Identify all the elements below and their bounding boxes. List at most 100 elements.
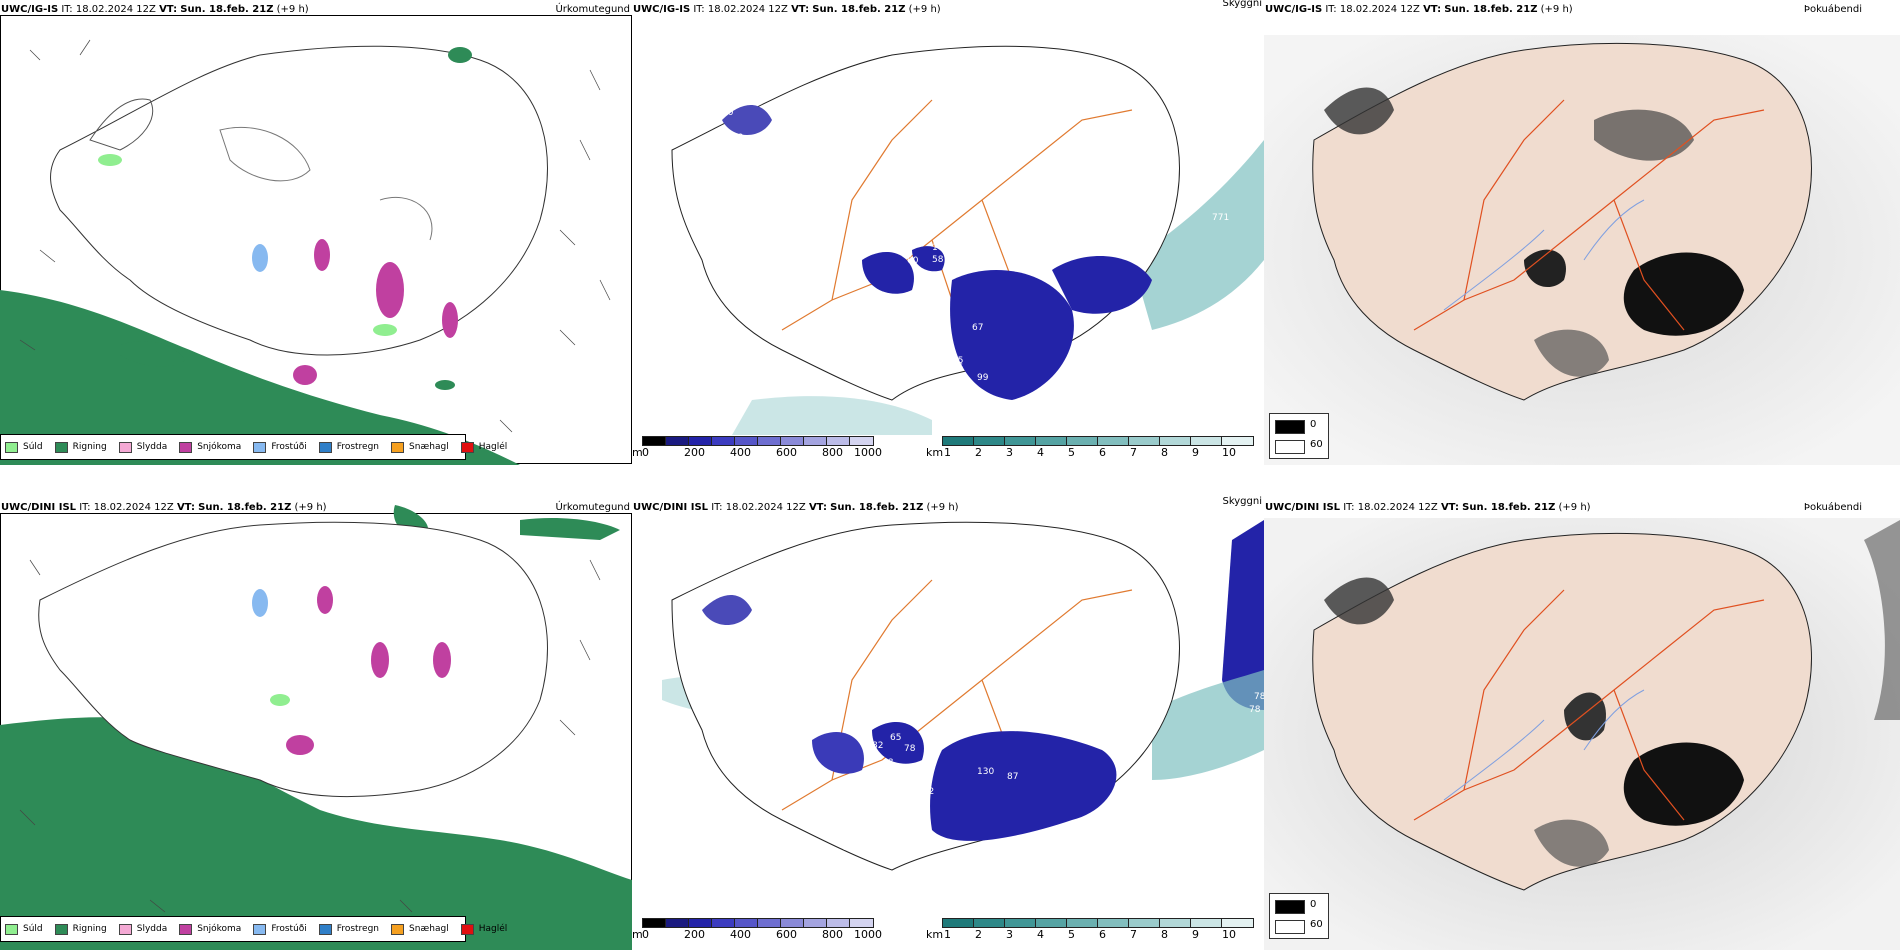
legend-item-sleet: Slydda bbox=[118, 923, 167, 935]
legend-swatch bbox=[391, 923, 405, 935]
visibility-tick: 9 bbox=[1192, 446, 1199, 459]
legend-item-rain: Rigning bbox=[54, 923, 107, 935]
visibility-unit: km bbox=[926, 446, 944, 459]
cloud-base-swatch bbox=[711, 436, 736, 446]
visibility-swatch bbox=[1097, 918, 1130, 928]
vt-label: VT: bbox=[1440, 502, 1459, 513]
cloud-base-value-label: 65 bbox=[890, 733, 901, 743]
cloud-base-value-label: 83 bbox=[842, 825, 853, 835]
legend-item-drizzle: Súld bbox=[5, 923, 43, 935]
visibility-swatch bbox=[1066, 436, 1099, 446]
cloud-base-value-label: 34 bbox=[972, 390, 984, 400]
panel-header: UWC/DINI ISL IT: 18.02.2024 12Z VT: Sun.… bbox=[632, 496, 1264, 518]
cloud-base-swatch bbox=[734, 436, 759, 446]
it-label: IT: bbox=[61, 4, 73, 15]
legend-label: Haglél bbox=[478, 924, 508, 934]
cloud-base-unit: m bbox=[632, 928, 643, 941]
legend-item-snow: Snjókoma bbox=[179, 441, 241, 453]
cloud-base-value-label: 303 bbox=[1212, 123, 1229, 133]
cloud-base-tick: 400 bbox=[730, 928, 751, 941]
cloud-base-value-label: 130 bbox=[977, 767, 994, 777]
cloud-base-swatch bbox=[803, 918, 828, 928]
cloud-base-swatch bbox=[780, 436, 805, 446]
it-value: 18.02.2024 12Z bbox=[75, 4, 156, 15]
precip-type-map-row2: UWC/DINI ISL IT: 18.02.2024 12Z VT: Sun.… bbox=[0, 480, 632, 950]
model-name: UWC/IG-IS bbox=[633, 4, 691, 15]
it-label: IT: bbox=[711, 502, 723, 513]
legend-swatch bbox=[318, 923, 332, 935]
cloud-base-value-label: 63 bbox=[902, 693, 913, 703]
visibility-swatch bbox=[1004, 918, 1037, 928]
cloud-base-value-label: 266 bbox=[1132, 221, 1149, 231]
it-label: IT: bbox=[79, 502, 91, 513]
panel-title: Þokuábendi bbox=[1803, 502, 1862, 513]
model-name: UWC/DINI ISL bbox=[1, 502, 77, 513]
cloud-base-value-label: 86 bbox=[800, 845, 812, 855]
legend-item-snow-pellets: Snæhagl bbox=[391, 923, 449, 935]
legend-label: Snjókoma bbox=[197, 924, 242, 934]
cloud-base-value-label: 19 bbox=[732, 133, 744, 143]
cloud-base-value-label: 10 bbox=[722, 108, 734, 118]
it-label: IT: bbox=[1325, 4, 1337, 15]
visibility-tick: 6 bbox=[1099, 928, 1106, 941]
vt-value: Sun. 18.feb. 21Z bbox=[1444, 4, 1538, 15]
cloud-base-colorbar: m 0 200 400 600 800 1000 bbox=[632, 436, 887, 460]
legend-swatch bbox=[179, 441, 193, 453]
cloud-base-value-label: 46 bbox=[877, 203, 889, 213]
legend-swatch bbox=[460, 923, 474, 935]
panel-header: UWC/DINI ISL IT: 18.02.2024 12Z VT: Sun.… bbox=[0, 498, 632, 518]
legend-label: Slydda bbox=[136, 442, 168, 452]
fog-legend-swatch bbox=[1275, 900, 1305, 914]
legend-item-hail: Haglél bbox=[460, 923, 508, 935]
fog-legend-label: 60 bbox=[1310, 439, 1323, 450]
visibility-swatch bbox=[973, 436, 1006, 446]
precip-legend: Súld Rigning Slydda Snjókoma Frostúði Fr… bbox=[0, 916, 507, 942]
fog-legend: 0 60 bbox=[1269, 413, 1329, 459]
model-name: UWC/IG-IS bbox=[1, 4, 59, 15]
panel-title: Skyggni bbox=[1222, 496, 1262, 507]
visibility-tick: 9 bbox=[1192, 928, 1199, 941]
cloud-base-value-label: 60 bbox=[1059, 233, 1071, 243]
panel-header: UWC/IG-IS IT: 18.02.2024 12Z VT: Sun. 18… bbox=[0, 0, 632, 20]
cloud-base-value-label: 83 bbox=[887, 208, 898, 218]
cloud-base-swatch bbox=[849, 918, 874, 928]
cloud-base-value-label: 62 bbox=[842, 843, 853, 853]
cloud-base-swatch bbox=[665, 436, 690, 446]
visibility-tick: 1 bbox=[944, 446, 951, 459]
cloud-base-value-label: 42 bbox=[882, 818, 893, 828]
cloud-base-value-label: 182 bbox=[808, 726, 825, 736]
legend-swatch bbox=[5, 441, 18, 453]
fog-map-canvas bbox=[1264, 518, 1900, 950]
visibility-tick: 7 bbox=[1130, 928, 1137, 941]
visibility-tick: 2 bbox=[975, 446, 982, 459]
legend-swatch bbox=[118, 923, 132, 935]
cloud-base-value-label: 64 bbox=[927, 741, 939, 751]
visibility-tick: 8 bbox=[1161, 446, 1168, 459]
visibility-unit: km bbox=[926, 928, 944, 941]
cloud-base-swatch bbox=[665, 918, 690, 928]
cloud-base-value-label: 57 bbox=[877, 789, 888, 799]
cloud-base-swatch bbox=[688, 436, 713, 446]
lead-time: (+9 h) bbox=[1558, 502, 1591, 513]
vt-value: Sun. 18.feb. 21Z bbox=[830, 502, 924, 513]
cloud-base-swatch bbox=[803, 436, 828, 446]
cloud-base-value-label: 120 bbox=[1037, 218, 1054, 228]
cloud-base-value-label: 45 bbox=[782, 704, 793, 714]
visibility-tick: 10 bbox=[1222, 928, 1236, 941]
it-label: IT: bbox=[1343, 502, 1355, 513]
legend-swatch bbox=[460, 441, 474, 453]
it-value: 18.02.2024 12Z bbox=[707, 4, 788, 15]
legend-swatch bbox=[253, 923, 267, 935]
cloud-base-value-label: 99 bbox=[977, 373, 989, 383]
legend-item-freezing-rain: Frostregn bbox=[318, 441, 379, 453]
panel-header: UWC/DINI ISL IT: 18.02.2024 12Z VT: Sun.… bbox=[1264, 498, 1900, 518]
visibility-swatch bbox=[1097, 436, 1130, 446]
legend-swatch bbox=[391, 441, 405, 453]
cloud-base-value-label: 45 bbox=[855, 704, 866, 714]
visibility-swatch bbox=[1159, 918, 1192, 928]
legend-item-sleet: Slydda bbox=[118, 441, 168, 453]
cloud-base-value-label: 108 bbox=[907, 704, 924, 714]
cloud-base-swatch bbox=[849, 436, 874, 446]
cloud-base-value-label: 48 bbox=[882, 758, 894, 768]
